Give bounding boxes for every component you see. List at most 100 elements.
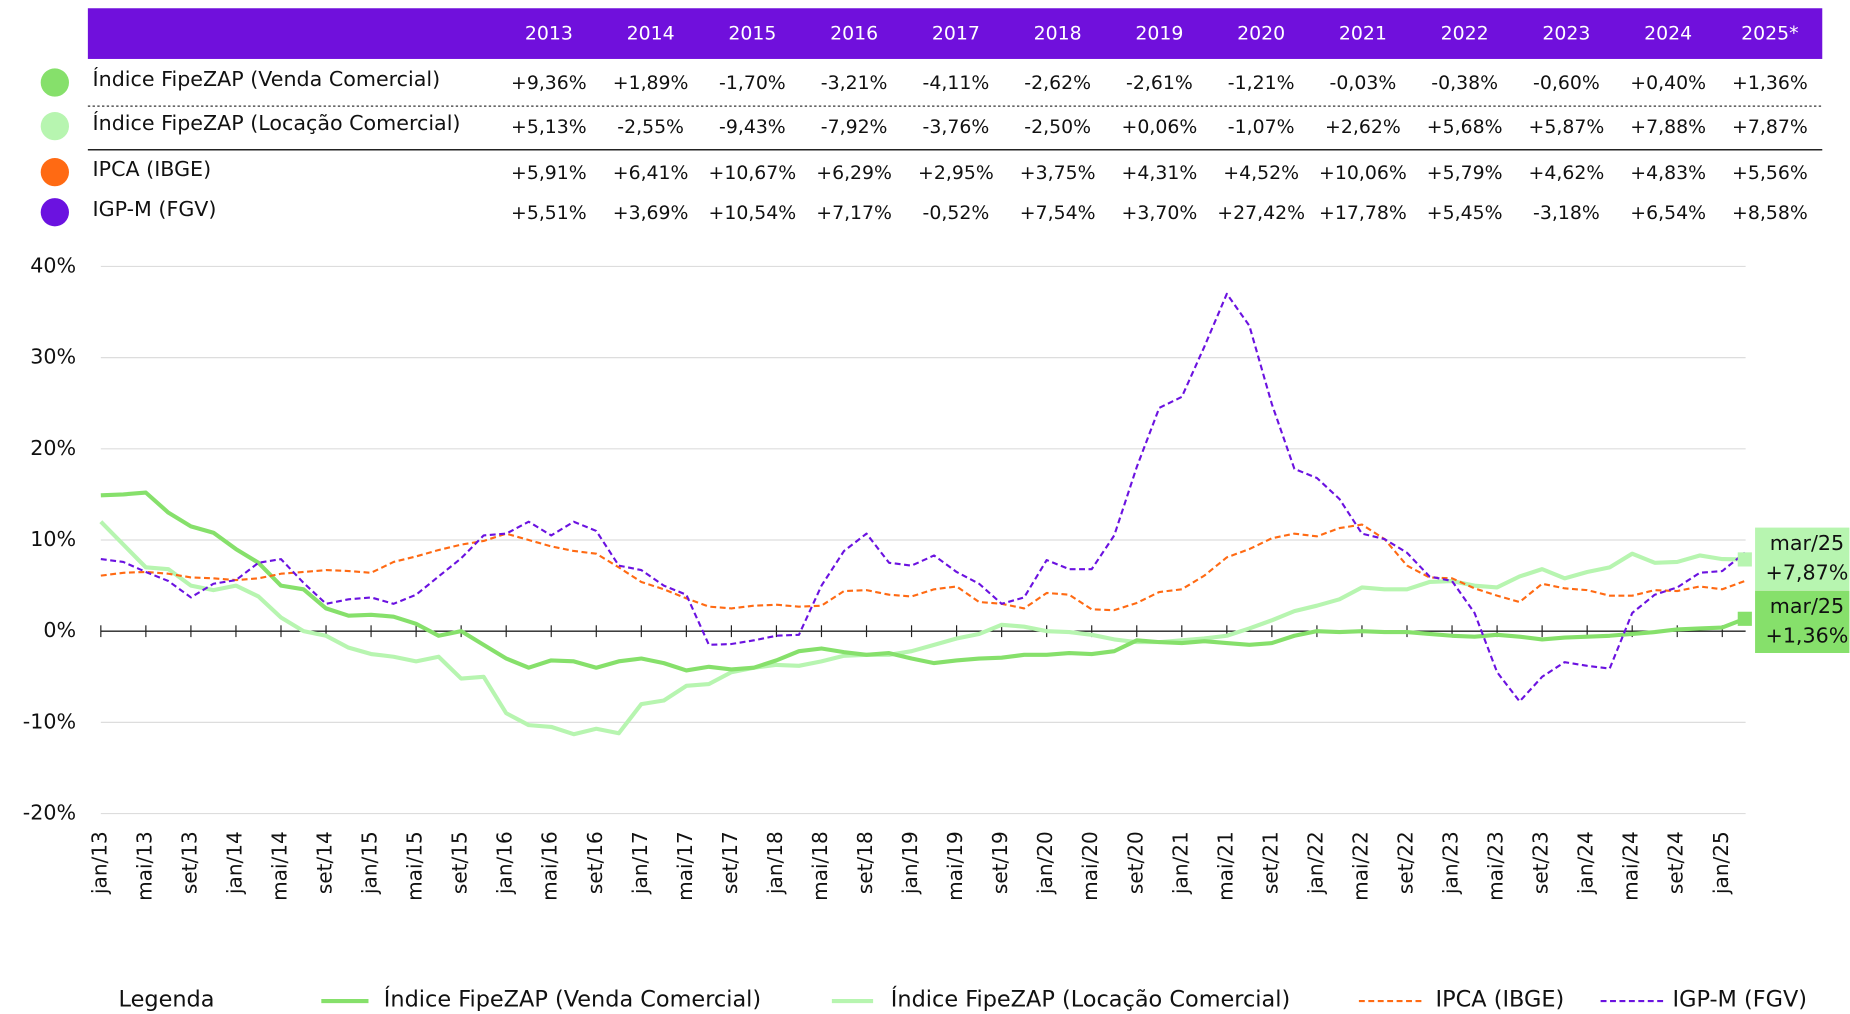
table-cell: -7,92% <box>821 116 888 138</box>
table-header-year: 2021 <box>1339 23 1387 45</box>
table-cell: +5,45% <box>1427 202 1503 224</box>
x-tick-label: mai/15 <box>403 831 427 901</box>
table-cell: -1,21% <box>1228 72 1295 94</box>
x-tick-label: jan/19 <box>898 831 922 895</box>
x-tick-label: jan/20 <box>1033 831 1057 895</box>
table-cell: +3,70% <box>1122 202 1198 224</box>
table-cell: +7,54% <box>1020 202 1096 224</box>
table-cell: +27,42% <box>1217 202 1305 224</box>
table-cell: -9,43% <box>719 116 786 138</box>
table-cell: +4,62% <box>1529 162 1605 184</box>
x-tick-label: mai/16 <box>538 831 562 901</box>
legend-label: Índice FipeZAP (Locação Comercial) <box>891 984 1290 1012</box>
y-tick-label: 10% <box>30 527 76 551</box>
x-tick-label: jan/24 <box>1574 831 1598 895</box>
table-cell: -2,50% <box>1024 116 1091 138</box>
x-tick-label: jan/23 <box>1439 831 1463 895</box>
x-tick-label: jan/14 <box>222 831 246 895</box>
row-marker <box>40 198 69 227</box>
end-label-date: mar/25 <box>1770 531 1844 555</box>
end-label-value: +1,36% <box>1766 623 1849 647</box>
table-cell: -1,07% <box>1228 116 1295 138</box>
end-label-date: mar/25 <box>1770 594 1844 618</box>
legend-label: IPCA (IBGE) <box>1436 986 1565 1012</box>
x-tick-label: set/21 <box>1258 831 1282 894</box>
table-cell: +5,68% <box>1427 116 1503 138</box>
x-tick-label: set/16 <box>583 831 607 894</box>
x-tick-label: set/19 <box>988 831 1012 894</box>
table-cell: +5,56% <box>1732 162 1808 184</box>
x-tick-label: set/15 <box>448 831 472 894</box>
row-name: IPCA (IBGE) <box>93 157 212 181</box>
x-tick-label: set/23 <box>1529 831 1553 894</box>
table-cell: +5,13% <box>511 116 587 138</box>
x-tick-label: jan/21 <box>1168 831 1192 895</box>
x-tick-label: mai/14 <box>267 831 291 901</box>
row-name: Índice FipeZAP (Venda Comercial) <box>93 66 441 91</box>
table-cell: -2,61% <box>1126 72 1193 94</box>
table-cell: +6,41% <box>613 162 689 184</box>
table-cell: -0,38% <box>1431 72 1498 94</box>
table-header-band <box>87 8 1823 59</box>
table-cell: -2,55% <box>617 116 684 138</box>
table-cell: -3,21% <box>821 72 888 94</box>
x-tick-label: jan/15 <box>358 831 382 895</box>
table-header-year: 2015 <box>728 23 776 45</box>
table-cell: -0,03% <box>1330 72 1397 94</box>
x-tick-label: set/14 <box>313 831 337 894</box>
x-tick-label: jan/16 <box>493 831 517 895</box>
x-tick-label: set/22 <box>1394 831 1418 894</box>
table-cell: +7,87% <box>1732 116 1808 138</box>
x-tick-label: mai/24 <box>1619 831 1643 901</box>
table-header-year: 2022 <box>1441 23 1489 45</box>
x-tick-label: mai/22 <box>1348 831 1372 901</box>
table-cell: +5,87% <box>1529 116 1605 138</box>
y-tick-label: 40% <box>30 253 76 277</box>
x-tick-label: mai/21 <box>1213 831 1237 901</box>
end-label-box <box>1755 527 1850 591</box>
x-tick-label: jan/25 <box>1709 831 1733 895</box>
x-tick-label: set/13 <box>177 831 201 894</box>
table-cell: +0,40% <box>1630 72 1706 94</box>
x-tick-label: jan/18 <box>763 831 787 895</box>
x-tick-label: mai/19 <box>943 831 967 901</box>
table-cell: +9,36% <box>511 72 587 94</box>
table-cell: -1,70% <box>719 72 786 94</box>
x-tick-label: mai/23 <box>1484 831 1508 901</box>
end-marker <box>1737 611 1752 626</box>
x-tick-label: jan/17 <box>628 831 652 895</box>
table-cell: +5,79% <box>1427 162 1503 184</box>
row-marker <box>40 68 69 97</box>
table-header-year: 2019 <box>1135 23 1183 45</box>
table-cell: +6,29% <box>816 162 892 184</box>
table-cell: +10,54% <box>709 202 797 224</box>
legend-label: IGP-M (FGV) <box>1673 986 1808 1012</box>
end-marker <box>1737 552 1752 567</box>
table-header-year: 2025* <box>1741 23 1798 45</box>
table-header-year: 2023 <box>1542 23 1590 45</box>
table-cell: +2,62% <box>1325 116 1401 138</box>
x-tick-label: set/17 <box>718 831 742 894</box>
x-tick-label: set/18 <box>853 831 877 894</box>
table-header-year: 2017 <box>932 23 980 45</box>
table-cell: +3,75% <box>1020 162 1096 184</box>
y-tick-label: -10% <box>23 709 76 733</box>
table-cell: -0,52% <box>923 202 990 224</box>
table-cell: +8,58% <box>1732 202 1808 224</box>
x-tick-label: mai/17 <box>673 831 697 901</box>
y-tick-label: 20% <box>30 436 76 460</box>
table-cell: +17,78% <box>1319 202 1407 224</box>
table-cell: -0,60% <box>1533 72 1600 94</box>
row-name: Índice FipeZAP (Locação Comercial) <box>93 110 461 135</box>
end-label-value: +7,87% <box>1766 561 1849 585</box>
table-header-year: 2016 <box>830 23 878 45</box>
table-cell: -4,11% <box>923 72 990 94</box>
legend-title: Legenda <box>119 986 215 1012</box>
row-marker <box>40 112 69 141</box>
y-tick-label: 0% <box>43 618 76 642</box>
table-cell: -3,76% <box>923 116 990 138</box>
table-header-year: 2014 <box>627 23 675 45</box>
table-cell: +4,31% <box>1122 162 1198 184</box>
x-tick-label: jan/13 <box>87 831 111 895</box>
